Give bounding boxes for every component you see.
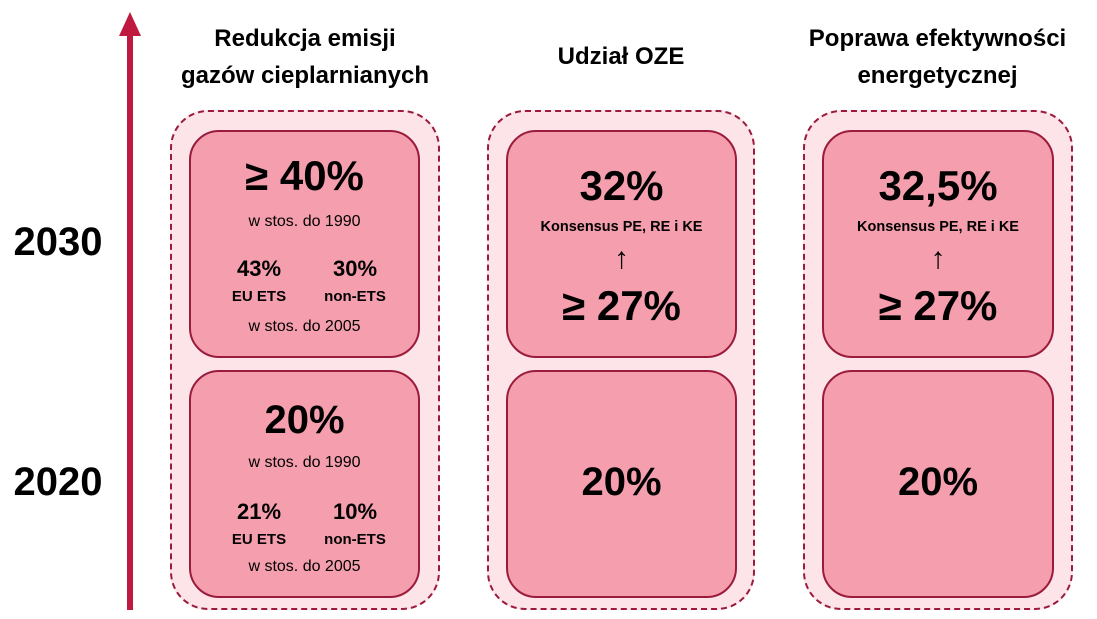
column-title-emissions: Redukcja emisji gazów cieplarnianych (180, 25, 430, 89)
column-title-efficiency: Poprawa efektywności energetycznej (808, 25, 1067, 89)
box-emissions-2020: 20% w stos. do 1990 21% EU ETS 10% non-E… (189, 370, 420, 598)
renewables-2030-consensus: Konsensus PE, RE i KE (540, 219, 703, 235)
box-efficiency-2020: 20% (822, 370, 1054, 598)
renewables-2030-previous: ≥ 27% (562, 282, 681, 329)
emissions-2030-split-reference: w stos. do 2005 (248, 318, 361, 335)
efficiency-2030-previous: ≥ 27% (878, 282, 998, 329)
efficiency-2020-value: 20% (897, 460, 979, 504)
timeline-arrow-head (119, 12, 141, 36)
emissions-2020-value: 20% (264, 398, 345, 442)
emissions-2020-non-ets: 10% non-ETS (324, 499, 386, 548)
emissions-2020-ets: 21% EU ETS (231, 499, 287, 548)
box-renewables-2020: 20% (506, 370, 737, 598)
emissions-2030-reference: w stos. do 1990 (248, 213, 361, 230)
emissions-2030-ets: 43% EU ETS (231, 256, 287, 305)
box-efficiency-2030: 32,5% Konsensus PE, RE i KE ↑ ≥ 27% (822, 130, 1054, 358)
emissions-2020-split-reference: w stos. do 2005 (248, 558, 361, 575)
renewables-increase-arrow: ↑ (614, 242, 629, 275)
year-2030-label: 2030 (13, 220, 103, 264)
emissions-2030-value: ≥ 40% (245, 152, 364, 199)
renewables-2020-value: 20% (581, 460, 662, 504)
efficiency-increase-arrow: ↑ (930, 242, 946, 275)
emissions-2030-non-ets: 30% non-ETS (324, 256, 386, 305)
column-title-renewables: Udział OZE (557, 43, 685, 70)
efficiency-2030-consensus: Konsensus PE, RE i KE (857, 219, 1019, 235)
year-2020-label: 2020 (13, 460, 103, 504)
box-emissions-2030: ≥ 40% w stos. do 1990 43% EU ETS 30% non… (189, 130, 420, 358)
renewables-2030-value: 32% (579, 162, 664, 209)
efficiency-2030-value: 32,5% (878, 162, 998, 209)
emissions-2020-reference: w stos. do 1990 (248, 454, 361, 471)
box-renewables-2030: 32% Konsensus PE, RE i KE ↑ ≥ 27% (506, 130, 737, 358)
timeline-axis (127, 28, 133, 610)
